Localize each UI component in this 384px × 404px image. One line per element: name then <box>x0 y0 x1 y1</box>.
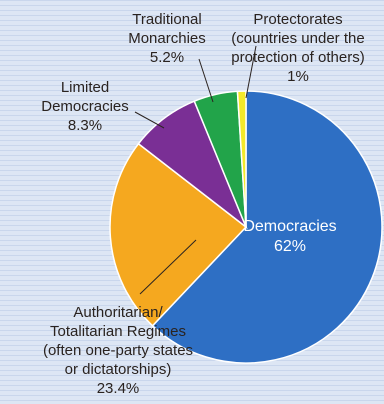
slice-label-2-line-0: Limited <box>61 79 109 96</box>
slice-label-4-line-0: Protectorates <box>253 11 342 28</box>
leader-line-2 <box>134 111 165 129</box>
slice-label-1-line-0: Authoritarian/ <box>73 304 163 321</box>
slice-label-2: Limited Democracies 8.3% <box>41 79 129 134</box>
slice-label-1-line-3: or dictatorships) <box>65 361 172 378</box>
slice-label-4-line-3: 1% <box>287 68 309 85</box>
slice-label-4: Protectorates (countries under the protect… <box>231 11 364 85</box>
pie-slice-4 <box>236 90 247 228</box>
leader-line-1 <box>139 239 197 295</box>
slice-label-2-line-2: 8.3% <box>68 117 102 134</box>
slice-label-2-line-1: Democracies <box>41 98 129 115</box>
slice-label-3-line-1: Monarchies <box>128 30 206 47</box>
slice-label-4-line-1: (countries under the <box>231 30 364 47</box>
slice-label-3-line-0: Traditional <box>132 11 201 28</box>
slice-label-1-line-4: 23.4% <box>97 380 140 397</box>
slice-label-1-line-1: Totalitarian Regimes <box>50 323 186 340</box>
slice-label-0-line-0: Democracies <box>243 218 336 235</box>
leader-line-3 <box>198 58 214 103</box>
slice-label-3-line-2: 5.2% <box>150 49 184 66</box>
slice-label-1: Authoritarian/Totalitarian Regimes (often… <box>43 304 193 397</box>
pie-slice-0 <box>151 90 383 364</box>
pie-slice-1 <box>109 142 248 327</box>
slice-label-0: Democracies 62% <box>243 218 336 255</box>
slice-label-1-line-2: (often one-party states <box>43 342 193 359</box>
slice-label-4-line-2: protection of others) <box>231 49 364 66</box>
slice-label-0-line-1: 62% <box>274 238 306 255</box>
leader-line-4 <box>245 45 257 99</box>
slice-label-3: Traditional Monarchies 5.2% <box>128 11 206 66</box>
